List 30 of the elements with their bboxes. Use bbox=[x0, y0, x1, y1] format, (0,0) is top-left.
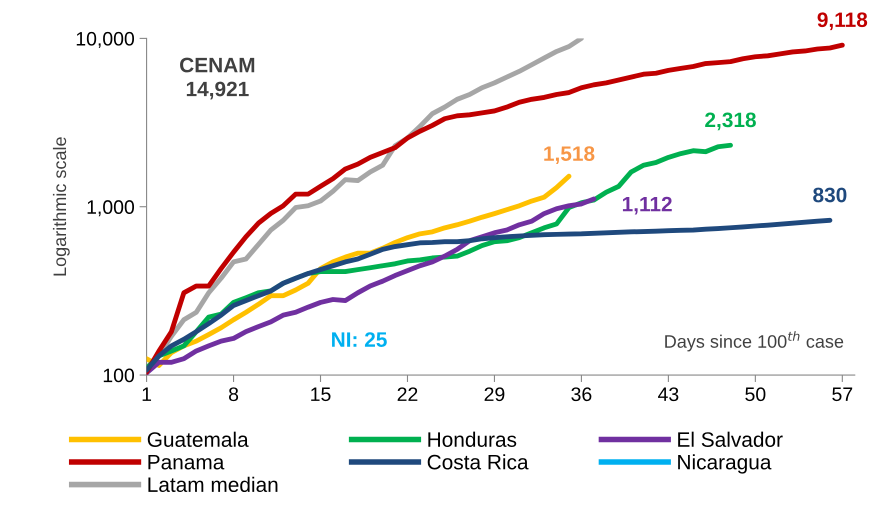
x-tick-label: 1 bbox=[142, 388, 152, 401]
legend-label: Honduras bbox=[428, 432, 516, 447]
x-axis-title: Days since 100$^{th}$ case bbox=[665, 331, 844, 352]
line-series bbox=[146, 196, 596, 376]
line-series bbox=[146, 42, 845, 375]
y-axis-title: Logarithmic scale bbox=[52, 137, 70, 276]
data-label: 1,112 bbox=[622, 196, 672, 215]
y-tick-label: 100 bbox=[104, 368, 134, 382]
data-label: 830 bbox=[813, 188, 846, 202]
x-tick-label: 57 bbox=[832, 388, 852, 402]
legend-label: Costa Rica bbox=[428, 454, 529, 470]
data-label: 9,118 bbox=[818, 12, 868, 30]
legend-label: Guatemala bbox=[148, 432, 249, 447]
y-tick-label: 1,000 bbox=[88, 200, 134, 216]
legend-label: Nicaragua bbox=[678, 454, 772, 474]
legend-label: El Salvador bbox=[678, 432, 783, 447]
data-label: 1,518 bbox=[544, 146, 594, 164]
x-tick-label: 50 bbox=[745, 387, 766, 402]
annotation: CENAM 14,921 bbox=[180, 58, 254, 100]
data-label: 2,318 bbox=[705, 112, 756, 130]
legend-label: Latam median bbox=[148, 476, 278, 492]
x-tick-label: 43 bbox=[658, 387, 678, 402]
x-tick-label: 29 bbox=[484, 387, 504, 402]
legend-label: Panama bbox=[148, 454, 224, 470]
annotation: NI: 25 bbox=[332, 332, 387, 347]
x-tick-label: 36 bbox=[571, 387, 592, 402]
y-tick-label: 10,000 bbox=[76, 32, 134, 48]
x-tick-label: 22 bbox=[398, 387, 418, 401]
x-tick-label: 8 bbox=[228, 387, 238, 402]
x-tick-label: 15 bbox=[311, 388, 331, 402]
